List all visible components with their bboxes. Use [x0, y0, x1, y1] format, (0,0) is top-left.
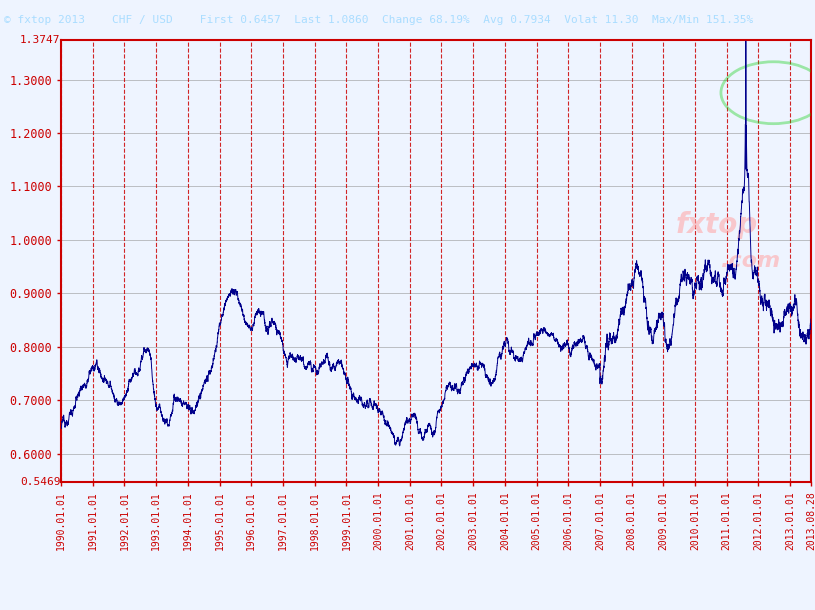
- Text: .com: .com: [721, 251, 781, 271]
- Text: 0.5469: 0.5469: [20, 477, 60, 487]
- Text: © fxtop 2013    CHF / USD    First 0.6457  Last 1.0860  Change 68.19%  Avg 0.793: © fxtop 2013 CHF / USD First 0.6457 Last…: [4, 15, 753, 25]
- Text: 1.3747: 1.3747: [20, 35, 60, 45]
- Text: fxtop: fxtop: [676, 212, 758, 239]
